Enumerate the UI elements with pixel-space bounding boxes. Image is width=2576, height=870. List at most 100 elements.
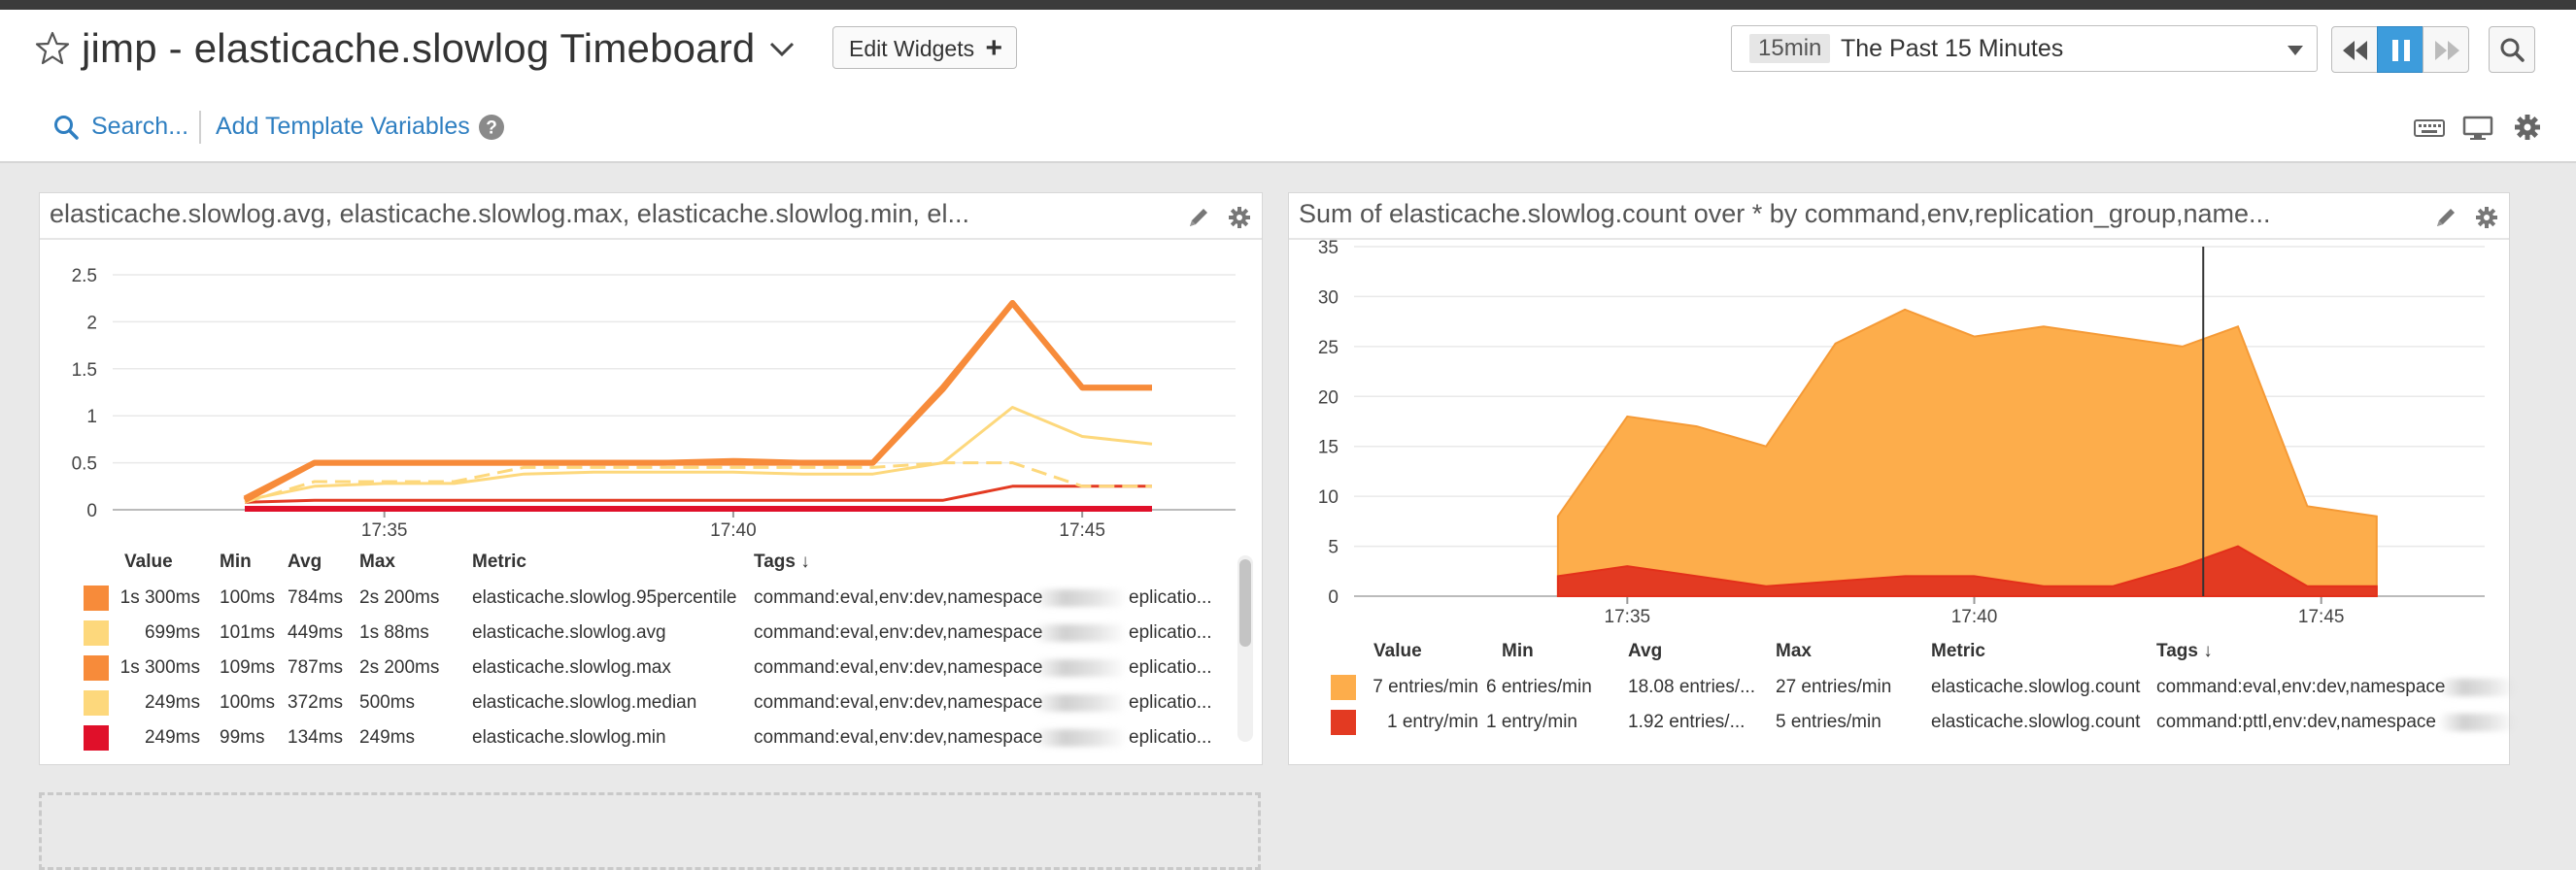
legend-cell-avg: 449ms: [288, 622, 344, 643]
y-tick-label: 15: [1318, 438, 1339, 458]
legend-cell-max: 27 entries/min: [1776, 677, 1892, 697]
legend-swatch: [84, 655, 109, 681]
x-tick-label: 17:45: [1059, 520, 1105, 541]
area-series-command-pttl[interactable]: [1556, 545, 2378, 597]
legend-header: Max: [1776, 641, 1812, 661]
series-line-elasticache-slowlog-avg[interactable]: [244, 406, 1153, 502]
time-forward-button[interactable]: [2423, 26, 2469, 73]
legend-cell-avg: 372ms: [288, 692, 344, 713]
pause-icon: [2392, 40, 2410, 61]
legend-swatch: [1331, 675, 1356, 700]
legend-header: Avg: [1628, 641, 1663, 661]
legend-header: Min: [1502, 641, 1534, 661]
favorite-star-icon[interactable]: [35, 31, 70, 66]
legend-scrollbar[interactable]: [1237, 555, 1253, 742]
x-tick-label: 17:45: [2298, 607, 2345, 627]
series-line-elasticache-slowlog-max[interactable]: [243, 300, 1152, 503]
legend-table: Value Min Avg Max Metric Tags ↓ 7 entrie…: [1331, 641, 2516, 738]
window-top-strip: [0, 0, 2576, 10]
edit-pencil-icon[interactable]: [1186, 205, 1211, 230]
legend-header[interactable]: Tags ↓: [754, 552, 810, 572]
legend-header: Value: [124, 552, 173, 572]
redacted-tag-blur: [2438, 679, 2516, 696]
widget-gear-icon[interactable]: [2474, 205, 2499, 230]
legend-swatch: [84, 586, 109, 611]
search-link[interactable]: Search...: [91, 113, 189, 140]
area-chart[interactable]: 0 5 10 15 20 25 30 35 17:35 17:40 17:45: [1288, 239, 2508, 647]
redacted-tag-blur: [1034, 624, 1127, 642]
redacted-tag-blur: [1034, 694, 1127, 712]
legend-header: Metric: [472, 552, 526, 572]
legend-cell-value: 1 entry/min: [1387, 712, 1478, 732]
y-tick-label: 1.5: [72, 360, 97, 381]
edit-widgets-button[interactable]: Edit Widgets +: [832, 26, 1017, 69]
legend-cell-tags_a: command:eval,env:dev,namespace: [754, 727, 1043, 748]
rewind-icon: [2343, 41, 2367, 60]
legend-cell-value: 1s 300ms: [119, 587, 200, 608]
widget-gear-icon[interactable]: [1227, 205, 1252, 230]
legend-swatch: [84, 725, 109, 751]
series-line-elasticache-slowlog-min[interactable]: [244, 485, 1152, 504]
legend-cell-max: 5 entries/min: [1776, 712, 1881, 732]
legend-cell-min: 1 entry/min: [1486, 712, 1577, 732]
legend-cell-min: 100ms: [220, 587, 276, 608]
edit-widgets-label: Edit Widgets: [849, 36, 975, 61]
legend-cell-max: 249ms: [359, 727, 416, 748]
empty-widget-placeholder[interactable]: [39, 792, 1261, 870]
legend-cell-min: 100ms: [220, 692, 276, 713]
y-tick-label: 1: [86, 407, 97, 427]
timeseries-chart[interactable]: 0 0.5 1 1.5 2 2.5 17:35 17:40 17:45: [39, 243, 1261, 553]
series-line-elasticache-slowlog-median[interactable]: [244, 461, 1152, 504]
legend-cell-metric: elasticache.slowlog.95percentile: [472, 587, 737, 608]
x-tick-label: 17:35: [1605, 607, 1651, 627]
x-tick-label: 17:40: [1951, 607, 1998, 627]
y-tick-label: 20: [1318, 387, 1339, 408]
legend-header: Max: [359, 552, 395, 572]
legend-cell-avg: 18.08 entries/...: [1628, 677, 1755, 697]
legend-cell-value: 1s 300ms: [119, 657, 200, 678]
scrollbar-thumb[interactable]: [1239, 559, 1251, 647]
y-tick-label: 35: [1318, 239, 1339, 258]
legend-swatch: [1331, 710, 1356, 735]
legend-cell-value: 249ms: [144, 727, 200, 748]
time-range-label: The Past 15 Minutes: [1841, 35, 2064, 62]
add-template-variables-link[interactable]: Add Template Variables: [216, 113, 470, 140]
legend-cell-avg: 1.92 entries/...: [1628, 712, 1746, 732]
legend-cell-tags_a: command:eval,env:dev,namespace: [2156, 677, 2446, 697]
search-icon[interactable]: [52, 114, 80, 141]
legend-cell-metric: elasticache.slowlog.min: [472, 727, 666, 748]
legend-table: Value Min Avg Max Metric Tags ↓ 1s 300ms…: [84, 552, 1230, 751]
legend-cell-min: 6 entries/min: [1486, 677, 1592, 697]
legend-cell-tags_a: command:eval,env:dev,namespace: [754, 657, 1043, 678]
x-tick-label: 17:35: [361, 520, 408, 541]
time-range-caret-icon: [2288, 46, 2303, 55]
zoom-search-icon: [2500, 38, 2525, 62]
area-series-command-eval[interactable]: [1556, 308, 2378, 597]
legend-cell-max: 500ms: [359, 692, 416, 713]
redacted-tag-blur: [1034, 589, 1127, 607]
legend-header: Avg: [288, 552, 322, 572]
legend-header[interactable]: Tags ↓: [2156, 641, 2213, 661]
legend-cell-value: 699ms: [144, 622, 200, 643]
legend-cell-tags_a: command:eval,env:dev,namespace: [754, 587, 1043, 608]
time-range-select[interactable]: 15min The Past 15 Minutes: [1731, 25, 2318, 72]
legend-cell-metric: elasticache.slowlog.median: [472, 692, 697, 713]
legend-cell-metric: elasticache.slowlog.max: [472, 657, 671, 678]
legend-cell-tags_b: eplicatio...: [1129, 692, 1212, 713]
title-dropdown-chevron-icon[interactable]: [768, 39, 796, 60]
legend-cell-min: 99ms: [220, 727, 265, 748]
edit-pencil-icon[interactable]: [2433, 205, 2458, 230]
help-icon[interactable]: ?: [478, 114, 505, 141]
legend-cell-tags_b: eplicatio...: [1129, 727, 1212, 748]
legend-cell-metric: elasticache.slowlog.count: [1931, 677, 2141, 697]
settings-gear-icon[interactable]: [2511, 114, 2544, 141]
redacted-tag-blur: [2438, 714, 2516, 731]
time-back-button[interactable]: [2331, 26, 2378, 73]
pause-button[interactable]: [2377, 26, 2423, 73]
legend-cell-min: 109ms: [220, 657, 276, 678]
tv-mode-icon[interactable]: [2461, 114, 2494, 141]
zoom-button[interactable]: [2489, 26, 2535, 73]
legend-cell-tags_a: command:eval,env:dev,namespace: [754, 692, 1043, 713]
series-line-elasticache-slowlog-95percentile[interactable]: [243, 300, 1152, 502]
keyboard-icon[interactable]: [2413, 114, 2446, 141]
